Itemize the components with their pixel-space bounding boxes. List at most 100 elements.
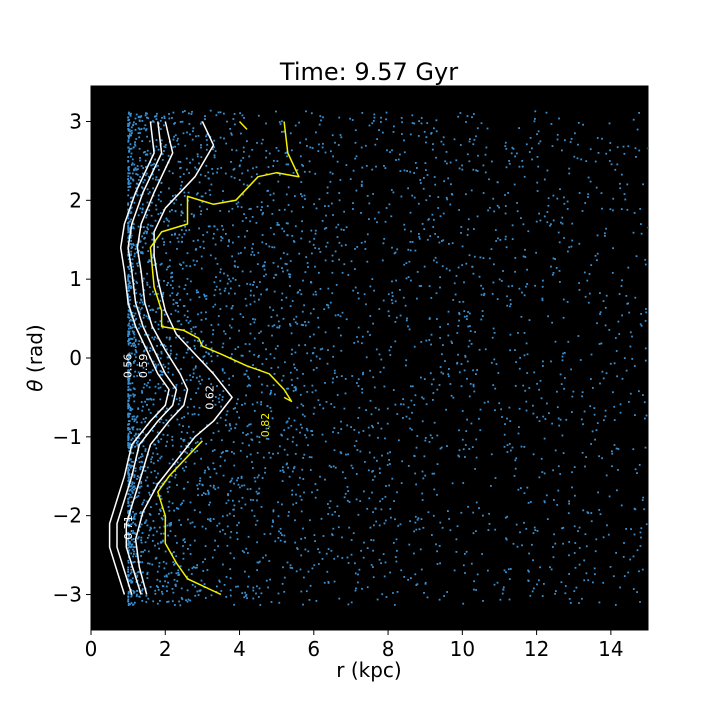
scatter-point: [512, 542, 515, 545]
scatter-point: [354, 589, 357, 592]
scatter-point: [230, 161, 232, 163]
scatter-point: [142, 445, 145, 448]
scatter-point: [132, 561, 135, 564]
scatter-point: [546, 221, 549, 224]
scatter-point: [183, 191, 186, 194]
scatter-point: [467, 218, 470, 221]
scatter-point: [539, 140, 542, 143]
scatter-point: [351, 375, 354, 377]
scatter-point: [523, 521, 525, 524]
scatter-point: [464, 444, 467, 446]
scatter-point: [154, 336, 156, 339]
scatter-point: [149, 347, 152, 349]
scatter-point: [127, 135, 129, 137]
scatter-point: [310, 229, 313, 232]
scatter-point: [157, 459, 159, 462]
scatter-point: [638, 570, 640, 573]
scatter-point: [213, 154, 216, 157]
scatter-point: [218, 394, 221, 396]
scatter-point: [127, 335, 129, 337]
scatter-point: [466, 360, 469, 363]
scatter-point: [176, 320, 179, 323]
scatter-point: [509, 568, 512, 570]
scatter-point: [285, 296, 288, 299]
scatter-point: [239, 164, 241, 167]
scatter-point: [129, 325, 132, 328]
scatter-point: [187, 412, 189, 415]
scatter-point: [562, 352, 565, 355]
scatter-point: [152, 534, 155, 537]
scatter-point: [202, 570, 205, 572]
scatter-point: [373, 475, 376, 478]
scatter-point: [166, 440, 168, 443]
scatter-point: [426, 122, 429, 124]
scatter-point: [216, 585, 218, 588]
scatter-point: [132, 332, 135, 334]
scatter-point: [344, 492, 347, 495]
scatter-point: [425, 339, 428, 342]
scatter-point: [360, 183, 363, 186]
scatter-point: [423, 265, 426, 268]
scatter-point: [159, 357, 162, 360]
scatter-point: [127, 227, 130, 230]
scatter-point: [127, 479, 130, 482]
scatter-point: [504, 238, 507, 241]
scatter-point: [135, 123, 137, 125]
scatter-point: [308, 170, 311, 173]
scatter-point: [327, 581, 330, 583]
scatter-point: [455, 275, 458, 277]
scatter-point: [439, 366, 442, 368]
scatter-point: [361, 335, 364, 338]
scatter-point: [157, 410, 160, 413]
scatter-point: [416, 271, 419, 273]
scatter-point: [252, 589, 255, 592]
scatter-point: [233, 515, 235, 517]
scatter-point: [400, 403, 402, 406]
scatter-point: [190, 398, 192, 401]
scatter-point: [376, 221, 378, 224]
scatter-point: [366, 195, 369, 197]
scatter-point: [127, 415, 130, 418]
scatter-point: [551, 321, 553, 324]
scatter-point: [342, 471, 344, 474]
scatter-point: [279, 532, 282, 534]
scatter-point: [371, 168, 374, 171]
contour-label: 0.71: [122, 515, 135, 540]
scatter-point: [170, 276, 172, 279]
scatter-point: [420, 376, 422, 379]
scatter-point: [128, 394, 131, 397]
scatter-point: [543, 500, 546, 503]
scatter-point: [462, 602, 465, 605]
scatter-point: [139, 525, 142, 528]
scatter-point: [301, 220, 303, 223]
scatter-point: [135, 187, 138, 190]
scatter-point: [493, 358, 496, 361]
scatter-point: [362, 373, 364, 376]
scatter-point: [442, 344, 444, 346]
scatter-point: [128, 428, 131, 431]
scatter-point: [221, 529, 224, 531]
scatter-point: [434, 233, 436, 235]
scatter-point: [416, 518, 419, 521]
scatter-point: [391, 149, 393, 152]
scatter-point: [138, 476, 140, 479]
scatter-point: [166, 407, 168, 410]
scatter-point: [613, 419, 616, 421]
scatter-point: [171, 552, 173, 555]
scatter-point: [193, 509, 196, 512]
scatter-point: [270, 367, 273, 369]
scatter-point: [478, 348, 481, 351]
scatter-point: [136, 579, 139, 582]
scatter-point: [579, 359, 582, 361]
scatter-point: [127, 342, 130, 345]
scatter-point: [132, 395, 135, 398]
scatter-point: [167, 581, 169, 584]
scatter-point: [361, 166, 364, 169]
scatter-point: [407, 276, 410, 278]
scatter-point: [629, 392, 632, 395]
scatter-point: [148, 534, 150, 537]
scatter-point: [185, 466, 187, 468]
scatter-point: [515, 457, 518, 460]
scatter-point: [144, 448, 147, 450]
scatter-point: [127, 290, 130, 292]
